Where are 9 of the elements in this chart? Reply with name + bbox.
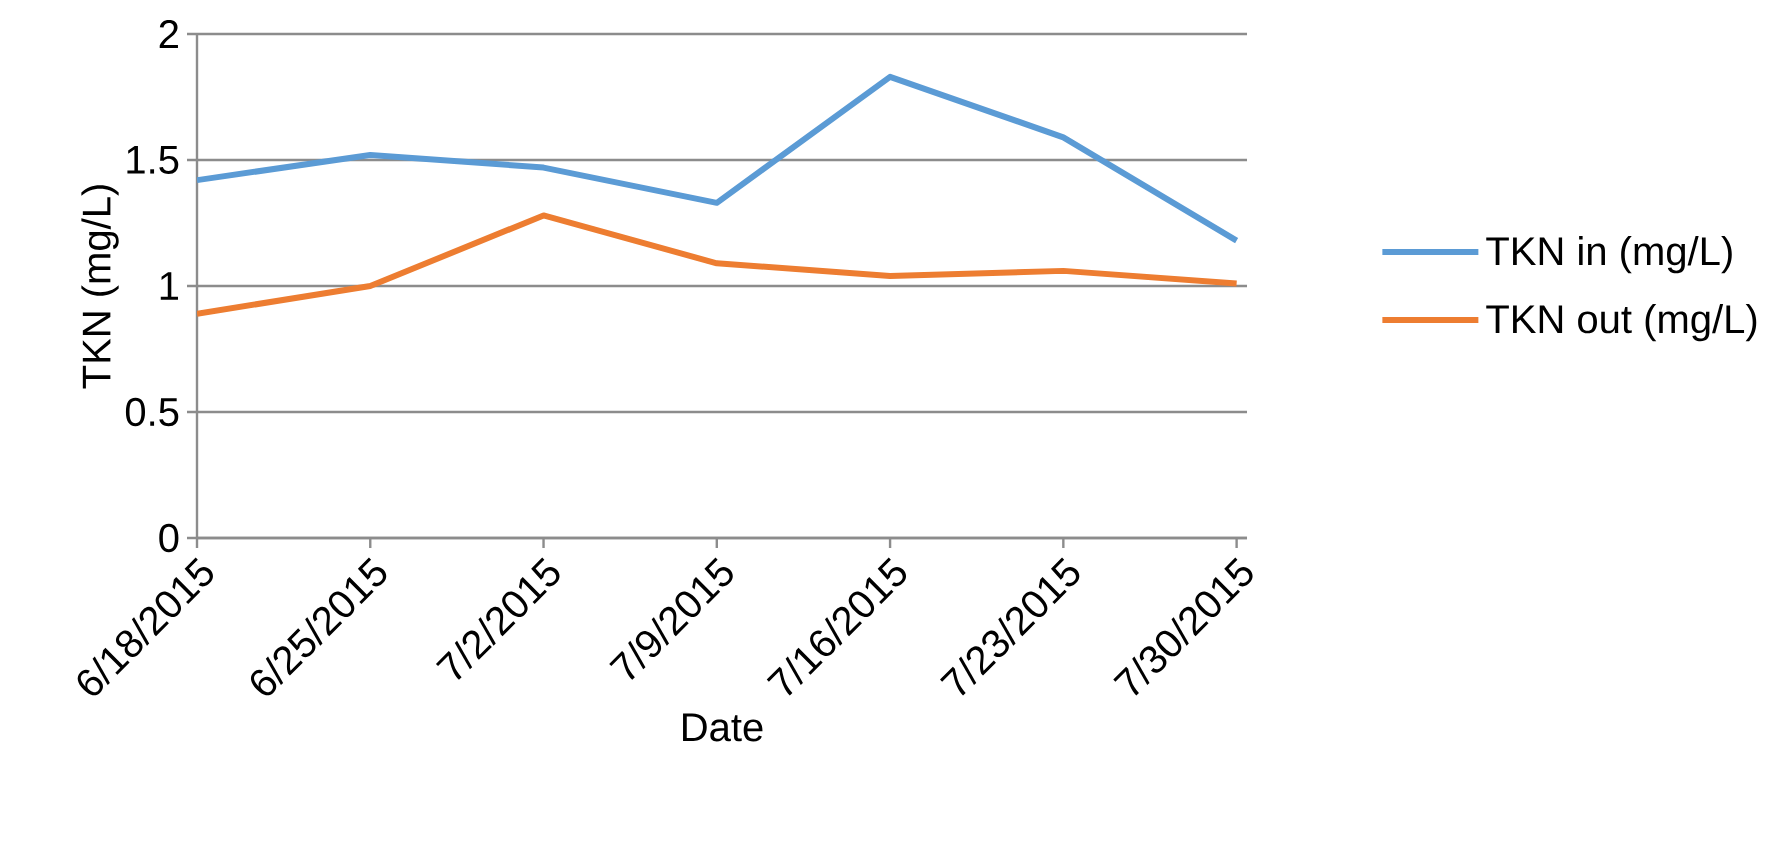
y-tick-label: 2 [159, 20, 178, 48]
y-tick-label: 0.5 [125, 397, 179, 427]
legend-label: TKN out (mg/L) [1486, 303, 1757, 342]
legend-label: TKN in (mg/L) [1486, 236, 1732, 274]
y-tick-label: 1.5 [127, 146, 179, 174]
y-axis-title: TKN (mg/L) [81, 185, 119, 389]
x-axis-title: Date [683, 713, 763, 742]
y-tick-label: 0 [159, 523, 179, 553]
y-tick-label: 1 [160, 272, 178, 300]
